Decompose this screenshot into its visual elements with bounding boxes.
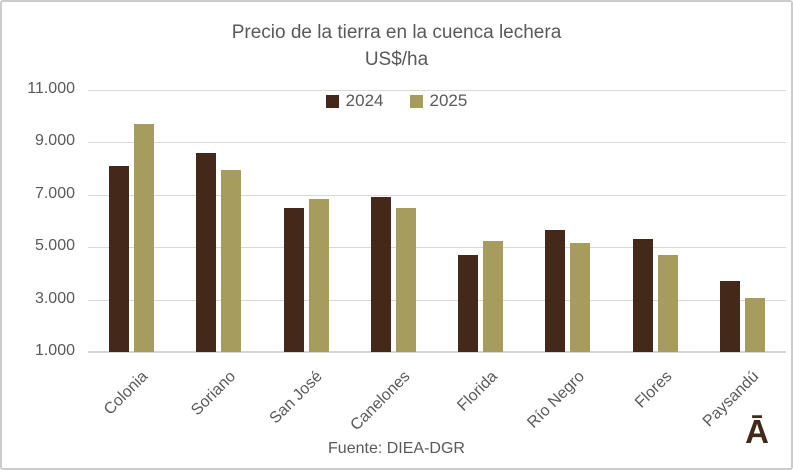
chart-title-line1: Precio de la tierra en la cuenca lechera [231, 22, 562, 43]
legend-label: 2024 [345, 91, 384, 110]
bar-2024-colonia [109, 166, 129, 352]
gridline [88, 247, 786, 248]
legend-label: 2025 [429, 91, 468, 110]
legend-swatch-icon [325, 94, 339, 108]
gridline [88, 142, 786, 143]
bar-2025-florida [483, 241, 503, 352]
bar-2024-paysandú [720, 281, 740, 352]
bar-2024-canelones [371, 197, 391, 352]
bar-2025-canelones [396, 208, 416, 352]
x-axis-label: San José [266, 368, 327, 428]
x-axis-label: Soriano [187, 368, 239, 420]
y-tick-label: 7.000 [34, 185, 75, 202]
y-tick-label: 1.000 [34, 342, 75, 359]
y-tick-label: 5.000 [34, 237, 75, 254]
x-axis-label: Flores [631, 368, 676, 412]
gridline [88, 300, 786, 301]
y-tick-label: 9.000 [34, 132, 75, 149]
source-caption: Fuente: DIEA-DGR [328, 440, 465, 457]
bar-2024-flores [633, 239, 653, 352]
chart-legend: 2024 2025 [2, 91, 791, 111]
gridline [88, 195, 786, 196]
bar-2024-san-josé [284, 208, 304, 352]
bar-2025-colonia [134, 124, 154, 352]
legend-item-2025: 2025 [409, 91, 468, 111]
legend-item-2024: 2024 [325, 91, 384, 111]
x-axis-label: Canelones [347, 368, 414, 435]
bar-2024-florida [458, 255, 478, 352]
x-axis-line [88, 351, 786, 353]
gridline [88, 90, 786, 91]
bar-2025-san-josé [309, 199, 329, 352]
bar-2025-río-negro [570, 243, 590, 352]
y-tick-label: 11.000 [27, 80, 75, 97]
bar-2025-flores [658, 255, 678, 352]
brand-logo: Ā [745, 413, 769, 450]
chart-title: Precio de la tierra en la cuenca lechera… [2, 19, 791, 73]
bar-2025-paysandú [745, 298, 765, 352]
chart-subtitle-units: US$/ha [364, 49, 429, 70]
x-axis-label: Colonia [101, 368, 152, 419]
bar-2025-soriano [221, 170, 241, 352]
x-axis-label: Florida [454, 368, 501, 415]
x-axis-label: Río Negro [524, 368, 588, 432]
legend-swatch-icon [409, 94, 423, 108]
y-tick-label: 3.000 [34, 290, 75, 307]
bar-2024-soriano [196, 153, 216, 352]
bar-2024-río-negro [545, 230, 565, 352]
